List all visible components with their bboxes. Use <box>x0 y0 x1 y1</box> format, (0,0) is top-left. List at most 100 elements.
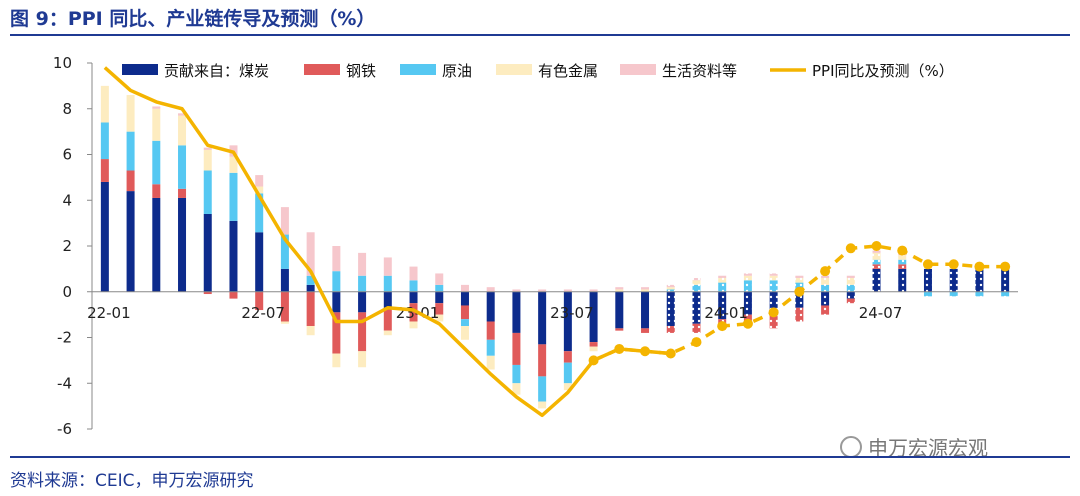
bar-oil <box>152 140 161 185</box>
x-tick-label: 23-07 <box>550 304 594 322</box>
bar-coal <box>152 197 161 292</box>
bar-living <box>255 175 264 187</box>
bar-metal <box>229 156 238 173</box>
bar-steel <box>100 159 109 182</box>
bar-steel <box>769 312 778 329</box>
ppi-forecast-point <box>768 307 779 318</box>
bar-oil <box>949 291 958 297</box>
bar-living <box>821 275 830 279</box>
bar-oil <box>692 284 701 292</box>
bar-coal <box>126 191 135 292</box>
bar-oil <box>975 291 984 297</box>
ppi-forecast-point <box>948 259 959 270</box>
bar-oil <box>203 170 212 214</box>
ppi-forecast-point <box>974 261 985 272</box>
x-tick-label: 24-01 <box>704 304 748 322</box>
bar-oil <box>898 259 907 265</box>
ppi-forecast-point <box>640 346 651 357</box>
bar-oil <box>229 172 238 221</box>
bar-oil <box>821 284 830 292</box>
y-tick-label: 6 <box>62 146 72 164</box>
y-tick-label: 8 <box>62 100 72 118</box>
ppi-forecast-point <box>794 286 805 297</box>
bar-coal <box>975 268 984 292</box>
bar-living <box>769 273 778 276</box>
bar-metal <box>280 321 289 324</box>
bar-metal <box>666 287 675 290</box>
bar-steel <box>512 332 521 365</box>
bar-steel <box>846 298 855 304</box>
ppi-forecast-point <box>845 243 856 254</box>
legend-swatch-oil <box>400 64 436 75</box>
bar-steel <box>460 305 469 320</box>
bar-steel <box>383 307 392 331</box>
bar-metal <box>872 252 881 260</box>
bar-living <box>563 289 572 292</box>
legend-swatch-living <box>620 64 656 75</box>
bar-coal <box>460 291 469 306</box>
legend-swatch-coal <box>122 64 158 75</box>
bar-oil <box>1001 291 1010 297</box>
bar-living <box>486 287 495 292</box>
bar-metal <box>152 108 161 141</box>
bar-oil <box>538 376 547 402</box>
bar-living <box>332 246 341 272</box>
ppi-line <box>103 66 671 418</box>
bar-oil <box>718 282 727 292</box>
bar-metal <box>306 326 315 336</box>
bar-oil <box>743 280 752 292</box>
bar-oil <box>358 275 367 292</box>
bar-oil <box>409 280 418 292</box>
bar-living <box>306 232 315 276</box>
bar-steel <box>872 264 881 269</box>
ppi-forecast-point <box>871 241 882 251</box>
bar-coal <box>306 284 315 292</box>
bar-living <box>692 278 701 281</box>
y-tick-label: 10 <box>53 54 72 72</box>
bar-coal <box>795 291 804 308</box>
bar-living <box>589 289 598 292</box>
bar-coal <box>589 291 598 343</box>
y-tick-label: 2 <box>62 237 72 255</box>
bar-oil <box>178 145 187 189</box>
bar-steel <box>332 312 341 354</box>
bar-living <box>872 250 881 253</box>
bar-coal <box>280 268 289 292</box>
bar-steel <box>435 303 444 315</box>
y-tick-label: -2 <box>57 329 72 347</box>
x-tick-label: 24-07 <box>859 304 903 322</box>
bar-steel <box>203 291 212 295</box>
bar-coal <box>409 291 418 304</box>
bar-metal <box>332 353 341 368</box>
bar-coal <box>255 232 264 292</box>
bar-steel <box>178 188 187 198</box>
bar-oil <box>383 275 392 292</box>
bar-living <box>435 273 444 285</box>
bar-living <box>383 257 392 276</box>
bar-metal <box>203 149 212 171</box>
bar-coal <box>563 291 572 352</box>
bar-steel <box>358 312 367 352</box>
bar-coal <box>332 291 341 313</box>
bar-oil <box>846 284 855 292</box>
bar-coal <box>435 291 444 304</box>
bar-oil <box>255 193 264 233</box>
bar-steel <box>280 291 289 322</box>
bar-coal <box>743 291 752 315</box>
title-rule <box>10 34 1070 36</box>
ppi-forecast-point <box>897 245 908 256</box>
bar-living <box>718 275 727 279</box>
bar-living <box>409 266 418 281</box>
bar-steel <box>229 291 238 299</box>
bar-metal <box>615 289 624 292</box>
bar-steel <box>666 326 675 333</box>
bar-oil <box>126 131 135 171</box>
bar-oil <box>923 291 932 297</box>
bar-metal <box>435 314 444 322</box>
bar-steel <box>255 291 264 311</box>
y-tick-label: -4 <box>57 374 72 392</box>
bar-steel <box>795 307 804 322</box>
ppi-forecast-point <box>665 348 676 359</box>
bar-steel <box>821 305 830 315</box>
ppi-forecast-point <box>614 343 625 354</box>
